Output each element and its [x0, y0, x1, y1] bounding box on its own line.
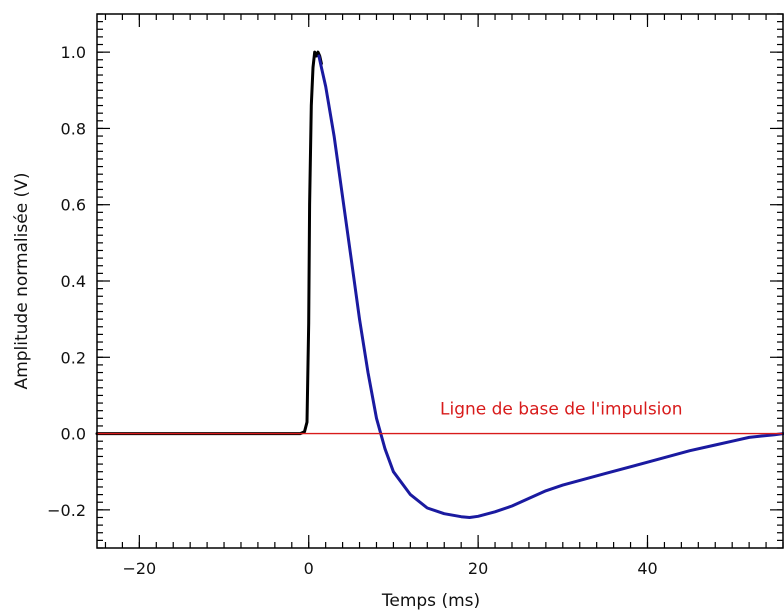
x-tick-label: 40	[637, 559, 657, 578]
y-axis-title: Amplitude normalisée (V)	[12, 173, 32, 390]
axis-ticks	[97, 13, 784, 549]
x-tick-label: 0	[304, 559, 314, 578]
y-tick-label: 0.6	[61, 196, 86, 215]
y-tick-label: 1.0	[61, 43, 86, 62]
series-line-2	[317, 54, 784, 519]
y-tick-label: 0.0	[61, 425, 86, 444]
x-tick-label: −20	[122, 559, 156, 578]
baseline-annotation: Ligne de base de l'impulsion	[440, 400, 683, 420]
x-axis-title: Temps (ms)	[381, 591, 480, 611]
y-tick-label: 0.2	[61, 348, 86, 367]
x-tick-label: 20	[468, 559, 488, 578]
y-tick-label: −0.2	[47, 501, 86, 520]
y-tick-label: 0.4	[61, 272, 86, 291]
series-layer	[95, 50, 784, 519]
plot-frame	[96, 13, 784, 549]
series-line-1	[95, 50, 323, 436]
tick-labels: −20 0 20 40 −0.2 0.0 0.2 0.4 0.6 0.8 1.0	[47, 43, 658, 578]
y-tick-label: 0.8	[61, 119, 86, 138]
